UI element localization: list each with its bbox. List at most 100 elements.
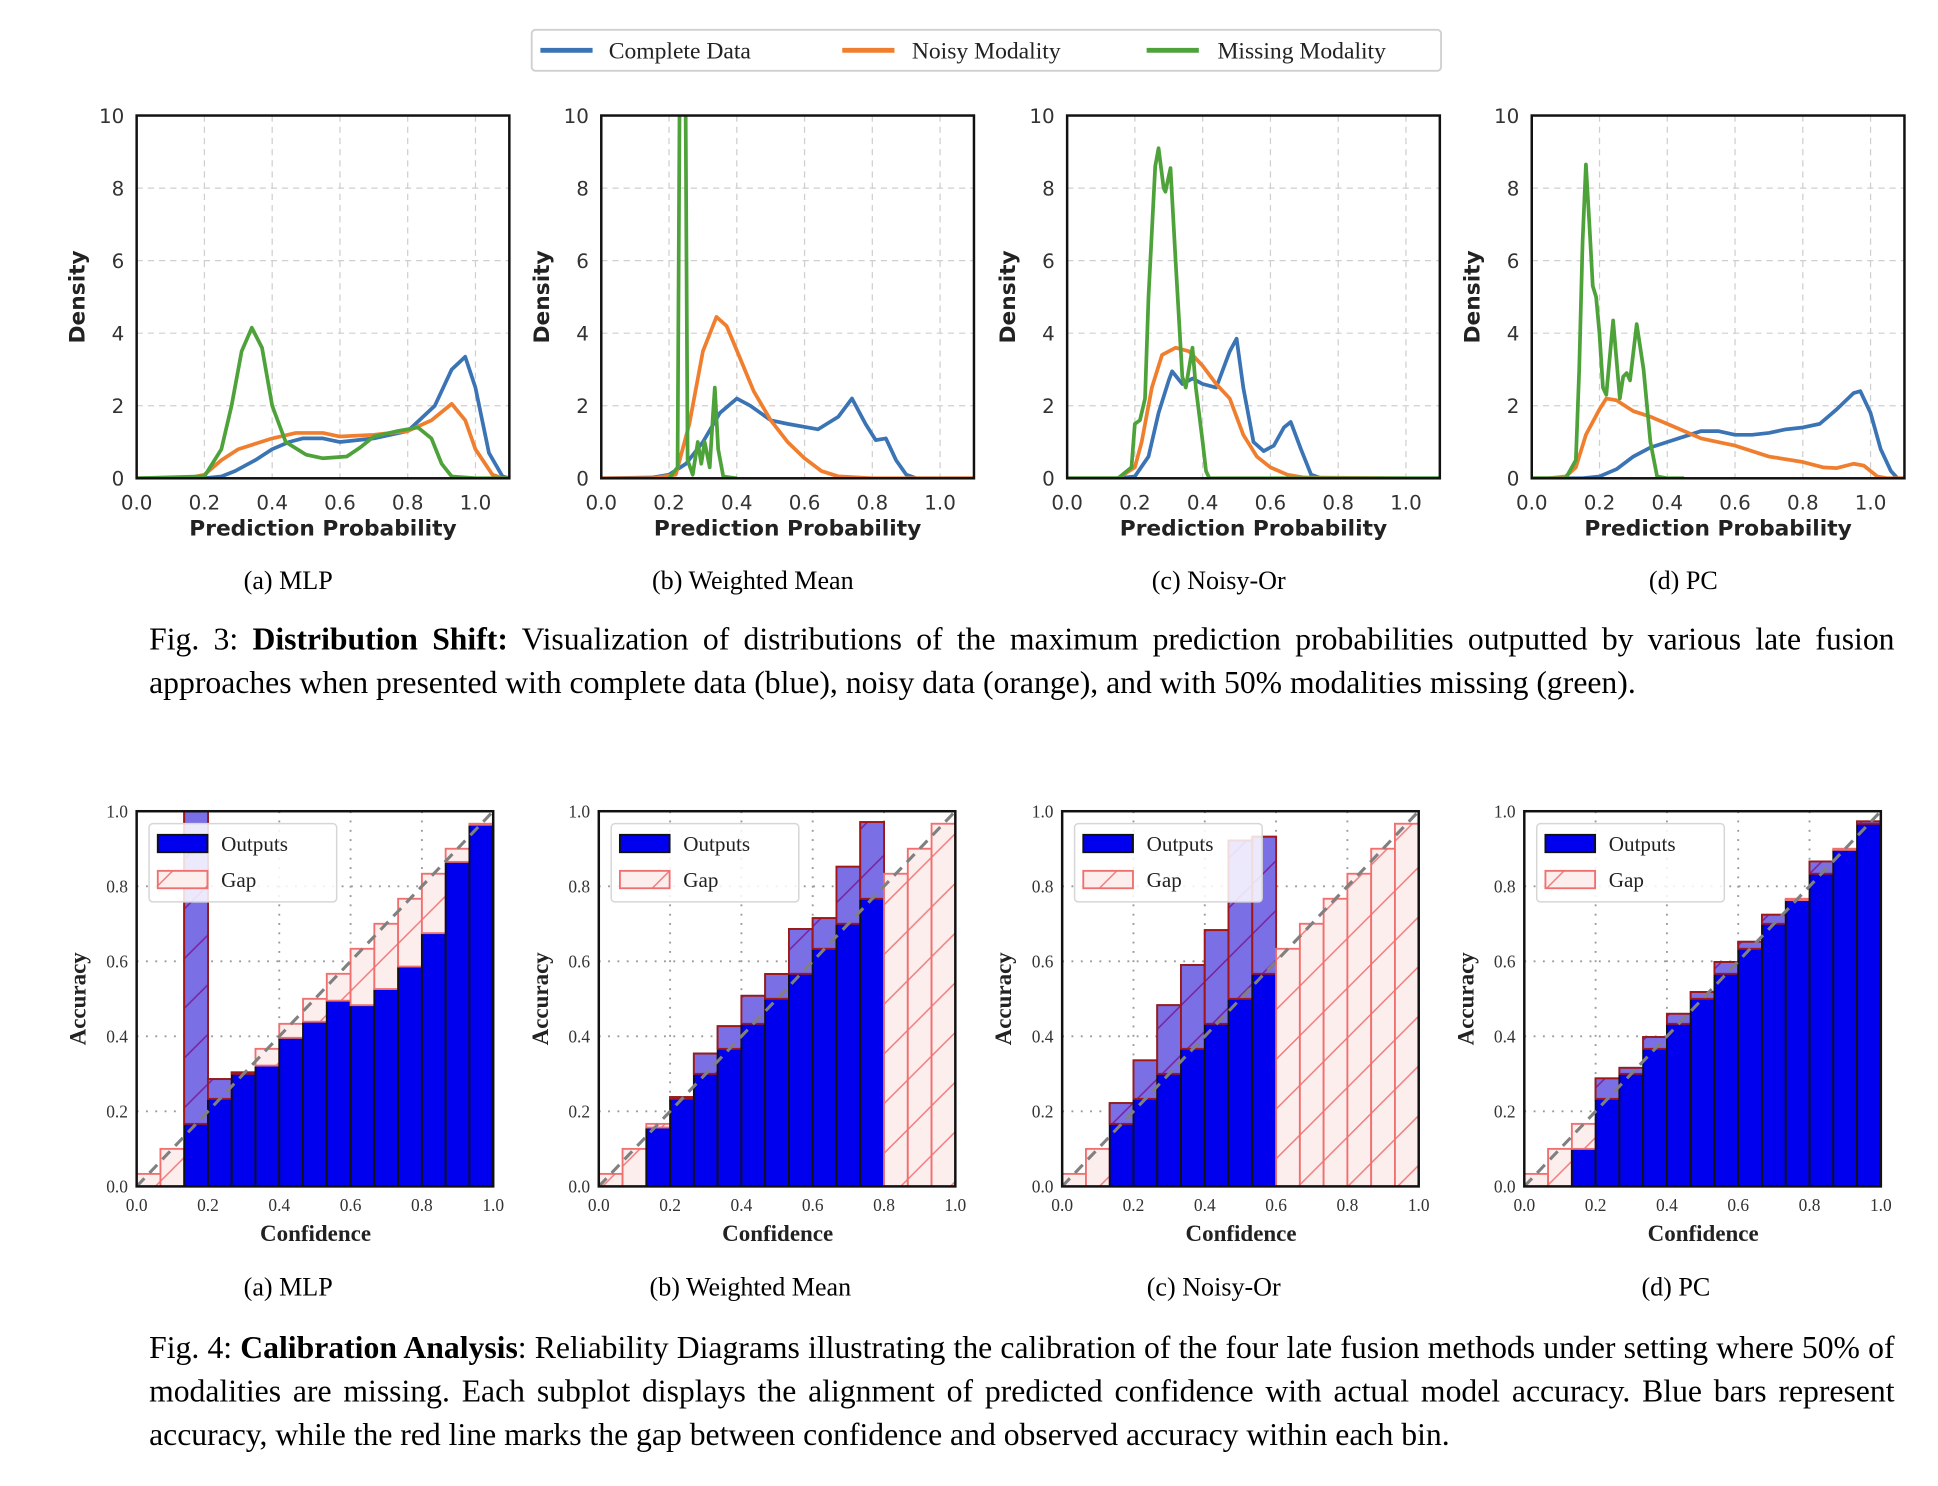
gap-bar (1180, 964, 1206, 1050)
x-tick-label: 0.0 (1513, 1196, 1535, 1215)
x-tick-label: 0.4 (1656, 1196, 1678, 1215)
figure-legend: Complete Data Noisy Modality Missing Mod… (530, 28, 1442, 72)
gap-bar (764, 973, 790, 1000)
plot-frame (600, 114, 976, 480)
series-line-complete-data (136, 354, 510, 479)
y-tick-label: 8 (1507, 178, 1520, 201)
output-bar (1689, 991, 1716, 1188)
y-tick-label: 8 (576, 178, 589, 201)
plot-area (136, 115, 510, 479)
y-tick-label: 0.4 (1494, 1028, 1516, 1047)
legend-swatch-gap (156, 869, 209, 890)
y-tick-label: 8 (112, 178, 125, 201)
y-tick-label: 2 (1042, 395, 1055, 418)
legend-swatch-gap (1544, 869, 1597, 890)
x-tick-label: 0.2 (653, 491, 685, 514)
y-tick-label: 0.6 (1032, 953, 1054, 972)
y-tick-label: 10 (1029, 105, 1054, 128)
gap-bar (1085, 1147, 1111, 1188)
reliability-chart-6: Outputs Gap 0.0 0.2 0.4 0.6 0.8 1.0 0.0 0.2 0.4 0.6… (991, 802, 1430, 1301)
y-tick-label: 0 (576, 468, 589, 491)
x-axis-label: Prediction Probability (189, 516, 456, 541)
output-bar (230, 1071, 257, 1188)
y-axis-label: Density (65, 250, 90, 343)
plot-frame (1065, 114, 1442, 480)
x-tick-label: 0.4 (268, 1196, 290, 1215)
gap-bar (373, 922, 400, 990)
gap-bar (930, 822, 957, 1188)
subfigure-caption: (d) PC (1641, 1273, 1710, 1302)
y-tick-label: 8 (1042, 178, 1055, 201)
x-tick-label: 0.0 (1516, 491, 1548, 514)
y-tick-label: 1.0 (106, 802, 128, 821)
x-tick-label: 0.4 (1651, 491, 1683, 514)
y-tick-label: 0.8 (568, 877, 590, 896)
density-chart-1: 0.0 0.2 0.4 0.6 0.8 1.0 0 2 4 6 8 10 Prediction Prob… (530, 105, 976, 595)
legend-label-outputs: Outputs (1609, 832, 1676, 856)
y-tick-label: 0.8 (1494, 877, 1516, 896)
legend-label-missing: Missing Modality (1217, 38, 1386, 64)
y-tick-label: 0.0 (106, 1178, 128, 1197)
legend-label-complete: Complete Data (609, 38, 752, 64)
x-tick-label: 0.6 (1255, 491, 1287, 514)
legend-swatch-outputs (1544, 833, 1597, 854)
legend-label-noisy: Noisy Modality (912, 38, 1061, 64)
y-tick-label: 2 (112, 395, 125, 418)
y-axis-label: Density (996, 250, 1021, 343)
x-tick-label: 0.4 (1187, 491, 1219, 514)
legend-swatch-outputs (618, 833, 671, 854)
perfect-calibration-line (135, 810, 495, 1188)
fig3-caption: Fig. 3: Distribution Shift: Visualizatio… (149, 617, 1894, 704)
y-tick-label: 0.4 (568, 1028, 590, 1047)
plot-frame (135, 809, 495, 1188)
x-tick-label: 0.2 (1123, 1196, 1145, 1215)
plot-area (601, 115, 974, 479)
output-bar (254, 1064, 281, 1188)
gap-bar (325, 972, 352, 1002)
y-tick-label: 0.2 (1032, 1103, 1054, 1122)
x-axis-label: Prediction Probability (1120, 516, 1387, 541)
fig3-title: Distribution Shift: (252, 621, 508, 658)
output-bar (278, 1036, 304, 1188)
y-tick-label: 4 (576, 323, 589, 346)
gap-bar (302, 997, 328, 1023)
x-tick-label: 0.8 (1799, 1196, 1821, 1215)
gap-bar (468, 822, 495, 826)
subfigure-caption: (a) MLP (244, 1273, 333, 1302)
output-bar (1665, 1012, 1692, 1188)
output-bar (1784, 899, 1811, 1188)
y-tick-label: 0.6 (106, 953, 128, 972)
y-tick-label: 0.6 (1494, 953, 1516, 972)
legend-label-gap: Gap (1147, 868, 1182, 892)
chart-legend: Outputs Gap (610, 822, 800, 903)
x-tick-label: 0.0 (588, 1196, 610, 1215)
subfigure-caption: (b) Weighted Mean (652, 566, 854, 595)
y-tick-label: 4 (1507, 323, 1520, 346)
y-axis-label: Density (1461, 250, 1486, 343)
gap-bar (859, 821, 885, 900)
perfect-calibration-line (597, 810, 957, 1188)
legend-label-outputs: Outputs (221, 832, 288, 856)
plot-frame (1060, 809, 1420, 1188)
y-tick-label: 6 (576, 250, 589, 273)
y-tick-label: 6 (1507, 250, 1520, 273)
x-tick-label: 0.2 (1585, 1196, 1607, 1215)
output-bar (444, 860, 471, 1188)
y-axis-label: Accuracy (991, 952, 1016, 1046)
y-tick-label: 10 (99, 105, 124, 128)
x-tick-label: 0.0 (1051, 491, 1083, 514)
plot-frame (1523, 809, 1883, 1188)
output-bar (397, 965, 423, 1188)
gap-bar (1370, 847, 1396, 1188)
gap-bar (1275, 947, 1301, 1188)
output-bar (645, 1126, 672, 1188)
series-line-noisy-modality (1531, 396, 1905, 479)
gap-bar (883, 872, 909, 1188)
reliability-chart-7: Outputs Gap 0.0 0.2 0.4 0.6 0.8 1.0 0.0 0.2 0.4 0.6… (1453, 802, 1892, 1301)
x-tick-label: 0.2 (1119, 491, 1151, 514)
plot-frame (597, 809, 957, 1188)
series-line-missing-modality (1531, 162, 1685, 479)
series-line-complete-data (1531, 389, 1905, 479)
